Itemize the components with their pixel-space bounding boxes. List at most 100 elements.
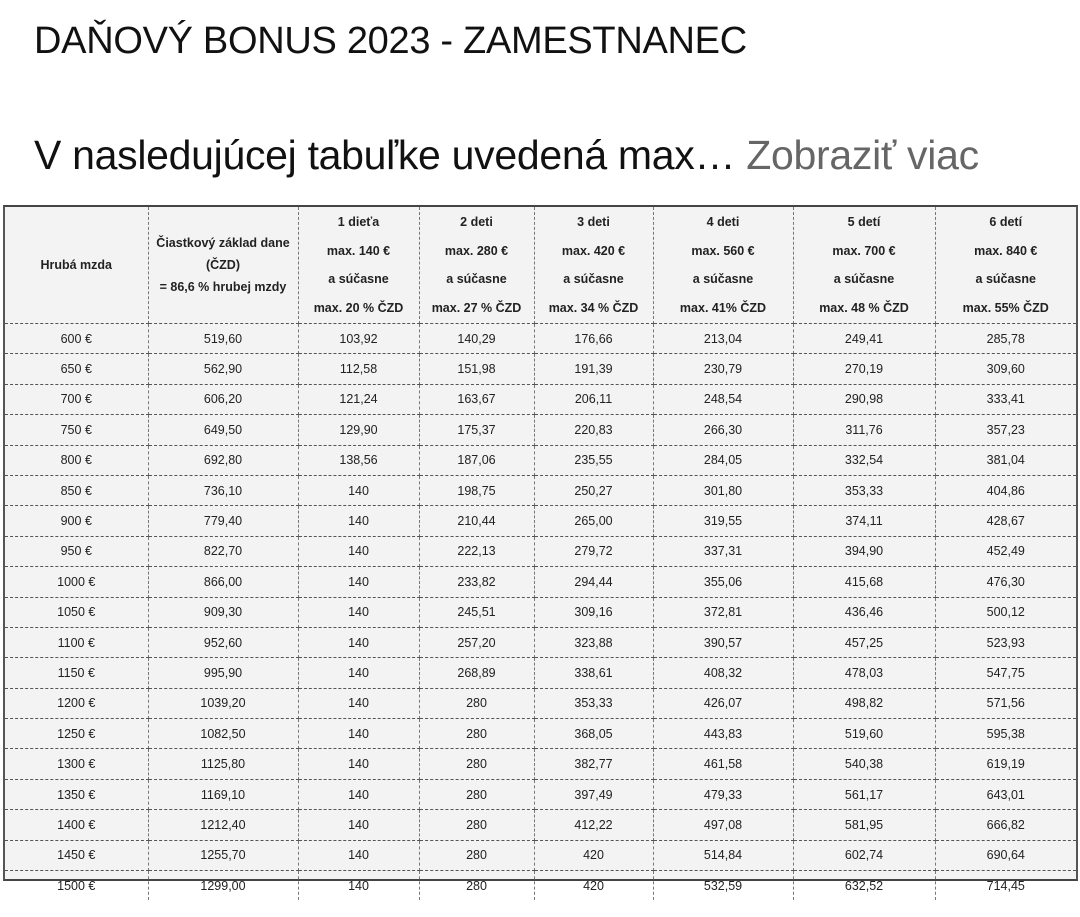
table-cell: 650 € (5, 353, 149, 385)
table-cell: 1150 € (5, 657, 149, 689)
column-header-line: max. 280 € (444, 243, 509, 258)
table-cell: 279,72 (534, 536, 654, 568)
table-cell: 301,80 (653, 475, 794, 507)
table-cell: 800 € (5, 445, 149, 476)
table-cell: 476,30 (935, 566, 1076, 598)
table-cell: 353,33 (534, 688, 654, 720)
table-cell: 337,31 (653, 536, 794, 568)
table-cell: 397,49 (534, 779, 654, 811)
table-cell: 412,22 (534, 809, 654, 841)
column-header-line: a súčasne (975, 272, 1036, 286)
table-cell: 995,90 (148, 657, 299, 689)
table-cell: 284,05 (653, 445, 794, 476)
table-cell: 443,83 (653, 718, 794, 750)
table-row: 900 €779,40 140 210,44 265,00 319,55 374,11 42… (5, 505, 1076, 537)
table-cell: 140 (298, 840, 420, 872)
table-cell: 140 (298, 627, 420, 659)
table-cell: 436,46 (793, 597, 936, 628)
table-cell: 1500 € (5, 870, 149, 901)
column-header: 5 detí max. 700 € a súčasne max. 48 % ČZD (793, 207, 936, 324)
table-cell: 140 (298, 536, 420, 568)
table-cell: 191,39 (534, 353, 654, 385)
table-cell: 187,06 (419, 445, 535, 476)
table-cell: 1350 € (5, 779, 149, 811)
table-cell: 206,11 (534, 384, 654, 416)
table-cell: 280 (419, 748, 535, 780)
table-cell: 822,70 (148, 536, 299, 568)
column-header: 1 dieťa max. 140 € a súčasne max. 20 % ČZD (298, 207, 420, 324)
table-row: 650 €562,90 112,58 151,98 191,39 230,79 270,1… (5, 353, 1076, 385)
table-cell: 690,64 (935, 840, 1076, 872)
column-header-line: 2 deti (460, 215, 493, 229)
table-row: 1000 €866,00 140 233,82 294,44 355,06 415,68 4… (5, 566, 1076, 598)
table-row: 1150 €995,90 140 268,89 338,61 408,32 478,03 5… (5, 657, 1076, 689)
column-header: 6 detí max. 840 € a súčasne max. 55% ČZD (935, 207, 1076, 324)
column-header-line: 5 detí (847, 215, 881, 229)
table-cell: 151,98 (419, 353, 535, 385)
table-cell: 532,59 (653, 870, 794, 901)
table-cell: 519,60 (148, 323, 299, 355)
table-cell: 1200 € (5, 688, 149, 720)
table-cell: 382,77 (534, 748, 654, 780)
table-cell: 643,01 (935, 779, 1076, 811)
table-cell: 461,58 (653, 748, 794, 780)
table-row: 1050 €909,30 140 245,51 309,16 372,81 436,46 5… (5, 597, 1076, 628)
table-cell: 1450 € (5, 840, 149, 872)
table-cell: 415,68 (793, 566, 936, 598)
column-header-line: max. 20 % ČZD (313, 300, 404, 315)
table-cell: 1299,00 (148, 870, 299, 901)
table-cell: 571,56 (935, 688, 1076, 720)
column-header-line: 1 dieťa (337, 215, 380, 229)
table-cell: 457,25 (793, 627, 936, 659)
table-cell: 900 € (5, 505, 149, 537)
column-header-line: a súčasne (328, 272, 389, 286)
column-header-line: max. 560 € (691, 243, 755, 258)
table-cell: 452,49 (935, 536, 1076, 568)
table-cell: 198,75 (419, 475, 535, 507)
table-cell: 280 (419, 809, 535, 841)
table-cell: 514,84 (653, 840, 794, 872)
table-cell: 140 (298, 718, 420, 750)
table-cell: 479,33 (653, 779, 794, 811)
table-cell: 140 (298, 748, 420, 780)
table-cell: 1100 € (5, 627, 149, 659)
column-header: Hrubá mzda (5, 207, 149, 324)
table-cell: 581,95 (793, 809, 936, 841)
table-cell: 230,79 (653, 353, 794, 385)
column-header-line: max. 700 € (832, 243, 896, 258)
table-cell: 1039,20 (148, 688, 299, 720)
table-cell: 222,13 (419, 536, 535, 568)
table-cell: 213,04 (653, 323, 794, 355)
column-header-line: a súčasne (563, 272, 624, 286)
table-cell: 265,00 (534, 505, 654, 537)
table-cell: 602,74 (793, 840, 936, 872)
table-cell: 140 (298, 779, 420, 811)
table-cell: 138,56 (298, 445, 420, 476)
table-cell: 355,06 (653, 566, 794, 598)
table-cell: 103,92 (298, 323, 420, 355)
table-cell: 1300 € (5, 748, 149, 780)
table-cell: 140 (298, 597, 420, 628)
column-header-line: max. 840 € (974, 243, 1038, 258)
table-row: 1450 €1255,70 140 280 420 514,84 602,74 690,64 (5, 840, 1076, 872)
column-header-line: a súčasne (692, 272, 754, 286)
column-header: 2 deti max. 280 € a súčasne max. 27 % ČZD (419, 207, 535, 324)
table-cell: 175,37 (419, 414, 535, 446)
table-cell: 950 € (5, 536, 149, 568)
column-header-line: 3 deti (577, 215, 610, 229)
table-cell: 140,29 (419, 323, 535, 355)
table-cell: 357,23 (935, 414, 1076, 446)
table-row: 600 €519,60 103,92 140,29 176,66 213,04 249,4… (5, 323, 1076, 355)
table-cell: 250,27 (534, 475, 654, 507)
description: V nasledujúcej tabuľke uvedená max… Zobr… (34, 132, 979, 179)
table-cell: 500,12 (935, 597, 1076, 628)
column-header-line: 6 detí (989, 215, 1023, 229)
table-cell: 498,82 (793, 688, 936, 720)
table-cell: 523,93 (935, 627, 1076, 659)
table-cell: 294,44 (534, 566, 654, 598)
table-cell: 140 (298, 809, 420, 841)
column-header-line: max. 41% ČZD (679, 300, 767, 315)
show-more-link[interactable]: Zobraziť viac (746, 132, 979, 178)
table-cell: 736,10 (148, 475, 299, 507)
table-cell: 909,30 (148, 597, 299, 628)
